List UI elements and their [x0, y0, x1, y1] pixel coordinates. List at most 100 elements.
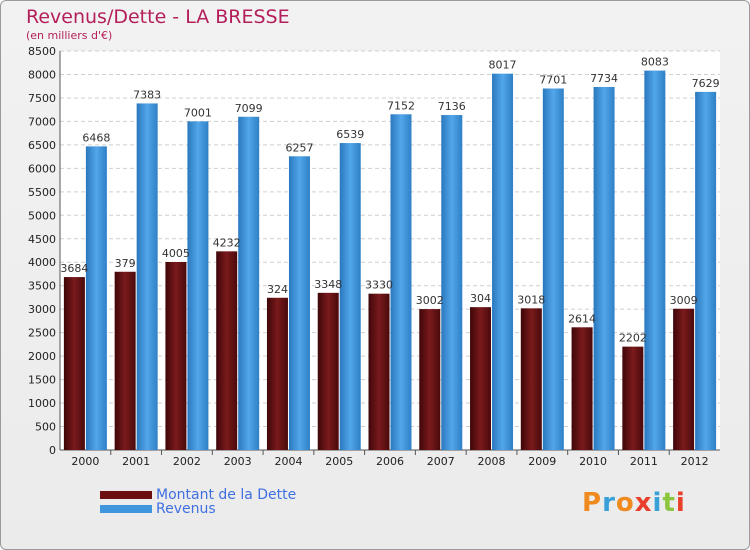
- logo-letter: o: [615, 488, 635, 518]
- y-tick-label: 4500: [28, 233, 56, 246]
- x-tick-label: 2010: [579, 455, 607, 468]
- data-label-debt: 3684: [60, 262, 88, 275]
- y-tick-label: 7500: [28, 92, 56, 105]
- y-tick-label: 6500: [28, 139, 56, 152]
- legend-swatch-revenus: [100, 505, 152, 513]
- bar-debt: [419, 309, 441, 450]
- bars: [63, 70, 717, 451]
- bar-debt: [368, 293, 390, 450]
- data-label-revenus: 7383: [133, 88, 161, 101]
- y-tick-label: 1000: [28, 397, 56, 410]
- axes: 0 500 1000 1500 2000 2500 3000 3500 4000 4500 5000…: [28, 45, 720, 468]
- x-tick-label: 2003: [224, 455, 252, 468]
- data-label-revenus: 7136: [438, 100, 466, 113]
- bar-debt: [216, 251, 238, 450]
- bar-revenus: [644, 70, 666, 451]
- data-labels: 3684 6468 379 7383 4005 7001 4232 7099 324 6257 33…: [60, 56, 719, 345]
- y-tick-label: 2500: [28, 327, 56, 340]
- data-label-revenus: 8083: [641, 56, 669, 69]
- data-label-debt: 3002: [416, 294, 444, 307]
- y-tick-label: 3000: [28, 303, 56, 316]
- data-label-debt: 304: [470, 292, 491, 305]
- logo-letter: P: [582, 488, 603, 518]
- bar-revenus: [187, 121, 209, 451]
- y-tick-label: 1500: [28, 374, 56, 387]
- y-tick-label: 4000: [28, 256, 56, 269]
- y-tick-label: 7000: [28, 115, 56, 128]
- bar-revenus: [695, 91, 717, 450]
- data-label-debt: 2202: [619, 332, 647, 345]
- data-label-revenus: 7701: [539, 74, 567, 87]
- x-tick-label: 2009: [528, 455, 556, 468]
- legend-item-debt: Montant de la Dette: [100, 487, 297, 503]
- data-label-revenus: 8017: [489, 59, 517, 72]
- x-tick-label: 2007: [427, 455, 455, 468]
- data-label-debt: 379: [115, 257, 136, 270]
- legend-label-debt: Montant de la Dette: [156, 487, 297, 503]
- x-tick-label: 2012: [681, 455, 709, 468]
- bar-debt: [266, 297, 288, 450]
- x-tick-label: 2001: [122, 455, 150, 468]
- bar-revenus: [136, 103, 158, 451]
- bar-debt: [165, 262, 187, 450]
- data-label-debt: 2614: [568, 312, 596, 325]
- data-label-revenus: 6539: [336, 128, 364, 141]
- data-label-revenus: 6468: [82, 131, 110, 144]
- x-tick-label: 2004: [274, 455, 302, 468]
- bar-debt: [571, 327, 593, 450]
- bar-debt: [63, 277, 85, 450]
- bar-debt: [520, 308, 542, 450]
- bar-debt: [114, 271, 136, 450]
- data-label-debt: 3009: [670, 294, 698, 307]
- bar-revenus: [441, 115, 463, 450]
- x-tick-label: 2005: [325, 455, 353, 468]
- data-label-debt: 3348: [314, 278, 342, 291]
- bar-revenus: [238, 116, 260, 450]
- y-tick-label: 2000: [28, 350, 56, 363]
- data-label-debt: 4005: [162, 247, 190, 260]
- legend-swatch-debt: [100, 491, 152, 499]
- data-label-debt: 3018: [517, 293, 545, 306]
- data-label-revenus: 7629: [692, 77, 720, 90]
- y-tick-label: 0: [49, 444, 56, 457]
- data-label-revenus: 7152: [387, 99, 415, 112]
- logo-letter: i: [652, 488, 663, 518]
- bar-revenus: [288, 156, 310, 450]
- bar-debt: [470, 307, 492, 450]
- chart-subtitle: (en milliers d'€): [26, 29, 113, 42]
- legend-label-revenus: Revenus: [156, 501, 216, 517]
- bar-revenus: [390, 114, 412, 450]
- logo-letter: i: [675, 488, 686, 518]
- bar-revenus: [492, 73, 514, 451]
- x-tick-label: 2011: [630, 455, 658, 468]
- logo-letter: r: [602, 488, 616, 518]
- bar-debt: [673, 308, 695, 450]
- bar-revenus: [542, 88, 564, 451]
- legend-item-revenus: Revenus: [100, 501, 216, 517]
- logo-letter: x: [634, 488, 653, 518]
- x-tick-label: 2002: [173, 455, 201, 468]
- proxiti-logo: Proxiti: [582, 488, 686, 518]
- bar-debt: [622, 346, 644, 450]
- y-tick-label: 3500: [28, 280, 56, 293]
- y-tick-label: 8000: [28, 68, 56, 81]
- data-label-debt: 4232: [213, 236, 241, 249]
- x-tick-label: 2000: [71, 455, 99, 468]
- y-tick-label: 500: [35, 421, 56, 434]
- chart-title: Revenus/Dette - LA BRESSE: [26, 6, 290, 28]
- y-tick-label: 6000: [28, 162, 56, 175]
- bar-revenus: [593, 86, 615, 450]
- y-tick-label: 5500: [28, 186, 56, 199]
- logo-letter: t: [662, 488, 676, 518]
- data-label-revenus: 7734: [590, 72, 618, 85]
- bar-revenus: [85, 146, 107, 451]
- data-label-debt: 3330: [365, 279, 393, 292]
- data-label-revenus: 6257: [285, 141, 313, 154]
- data-label-revenus: 7099: [235, 102, 263, 115]
- data-label-debt: 324: [267, 283, 288, 296]
- bar-debt: [317, 292, 339, 450]
- x-tick-label: 2008: [478, 455, 506, 468]
- data-label-revenus: 7001: [184, 106, 212, 119]
- y-tick-label: 5000: [28, 209, 56, 222]
